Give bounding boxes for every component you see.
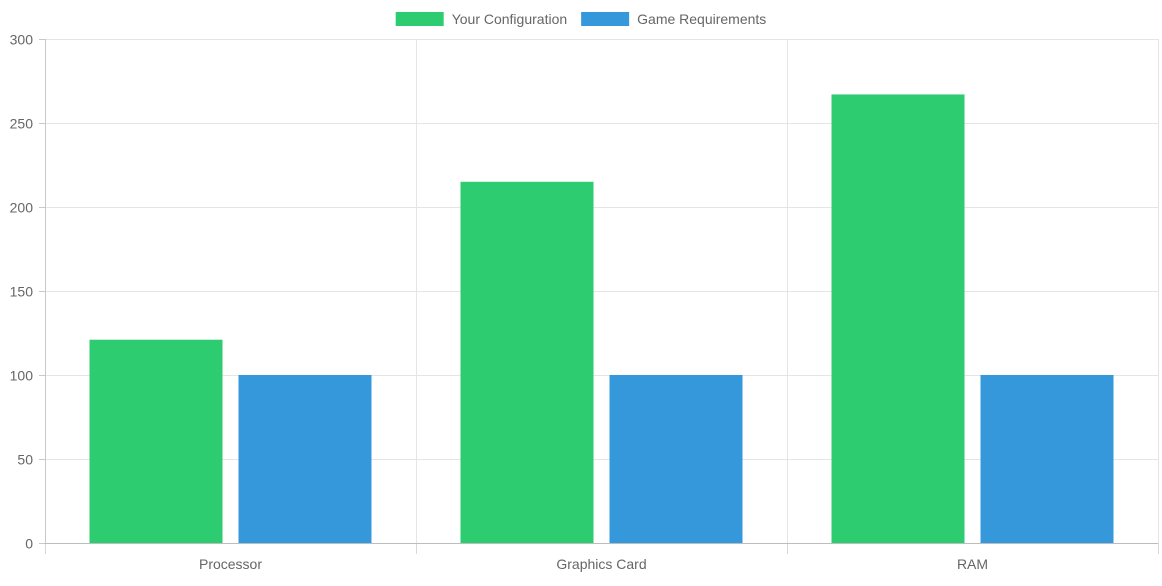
x-tick-label: RAM [957, 556, 988, 572]
grid-lines [45, 39, 1159, 543]
x-tick-label: Processor [199, 556, 262, 572]
y-tick-label: 0 [25, 536, 33, 552]
bar-game-requirements[interactable] [609, 375, 743, 543]
legend: Your Configuration Game Requirements [395, 11, 766, 27]
bar-your-configuration[interactable] [460, 181, 594, 544]
legend-label[interactable]: Game Requirements [637, 11, 766, 27]
bar-your-configuration[interactable] [89, 339, 223, 543]
y-tick-label: 300 [10, 32, 34, 48]
legend-label[interactable]: Your Configuration [452, 11, 567, 27]
legend-swatch[interactable] [581, 12, 630, 26]
y-tick-label: 250 [10, 116, 34, 132]
y-tick-label: 50 [17, 452, 33, 468]
y-tick-label: 100 [10, 368, 34, 384]
y-tick-label: 150 [10, 284, 34, 300]
y-tick-label: 200 [10, 200, 34, 216]
x-tick-label: Graphics Card [556, 556, 646, 572]
legend-swatch[interactable] [395, 12, 444, 26]
axes: 0 50 100 150 200 250 300 Processor Graphics Card… [10, 32, 1159, 572]
bar-your-configuration[interactable] [831, 94, 965, 543]
bar-game-requirements[interactable] [238, 375, 372, 543]
bar-game-requirements[interactable] [980, 375, 1114, 543]
bars [89, 94, 1114, 544]
